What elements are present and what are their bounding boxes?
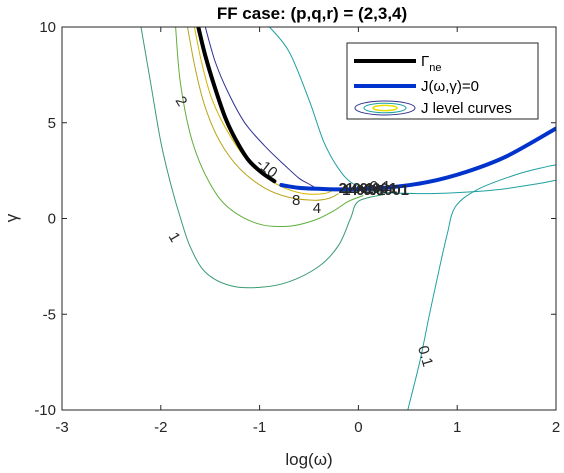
contour-cluster-label-5: 0.1 (353, 180, 374, 197)
contour-label-5: 4 (313, 200, 321, 217)
y-tick-label-5: 10 (39, 19, 56, 36)
contour-label-3: -10 (253, 155, 281, 182)
contour-label-6: 0.1 (414, 344, 436, 369)
x-tick-label-2: -2 (154, 419, 167, 436)
contour-cluster-label-4: 4 (349, 182, 358, 199)
x-tick-label-6: 2 (552, 419, 560, 436)
x-tick-label-4: 0 (354, 419, 362, 436)
contour-cluster-label-7: 0.001 (360, 180, 398, 197)
series-j-zero (279, 126, 556, 192)
x-tick-label-5: 1 (453, 419, 461, 436)
y-tick-label-4: 5 (48, 115, 56, 132)
legend-swatch-j-levels (354, 100, 416, 116)
legend-gamma-ne-subscript: ne (429, 62, 441, 74)
contour-line-5 (187, 27, 339, 201)
y-axis: -10 -5 0 5 10 (34, 19, 556, 419)
x-axis: -3 -2 -1 0 1 2 (55, 27, 560, 436)
contour-label-7: 0.1 (370, 178, 391, 195)
contour-cluster-label-3: 1 (346, 180, 354, 197)
y-tick-label-2: -5 (43, 306, 56, 323)
x-axis-label: log(ω) (285, 450, 332, 469)
y-tick-label-3: 0 (48, 211, 56, 228)
contour-line-4 (175, 27, 364, 228)
x-tick-label-3: -1 (253, 419, 266, 436)
legend-entry-j-levels: J level curves (421, 100, 512, 117)
legend-entry-j-zero: J(ω,γ)=0 (421, 78, 479, 95)
x-tick-label-1: -3 (55, 419, 68, 436)
contour-line-2 (407, 164, 556, 410)
contour-label-1: 2 (172, 93, 191, 109)
contour-label-4: 8 (292, 192, 300, 209)
contour-line-3 (140, 27, 384, 289)
contour-label-2: 1 (165, 230, 184, 246)
contour-line-7 (204, 27, 315, 188)
series-gamma-ne (196, 27, 277, 184)
contour-cluster-label-1: 2 (339, 180, 347, 197)
legend-gamma-ne-prefix: Γ (421, 53, 429, 70)
contour-cluster-label-8: 0.0001 (363, 182, 409, 199)
chart-title: FF case: (p,q,r) = (2,3,4) (217, 4, 407, 23)
contour-cluster-label-2: 1 (342, 182, 350, 199)
legend: Γne J(ω,γ)=0 J level curves (346, 42, 539, 120)
y-axis-label: γ (2, 213, 21, 222)
legend-entry-gamma-ne: Γne (421, 53, 442, 74)
contour-cluster-label-6: 0.01 (356, 182, 385, 199)
y-tick-label-1: -10 (34, 402, 56, 419)
